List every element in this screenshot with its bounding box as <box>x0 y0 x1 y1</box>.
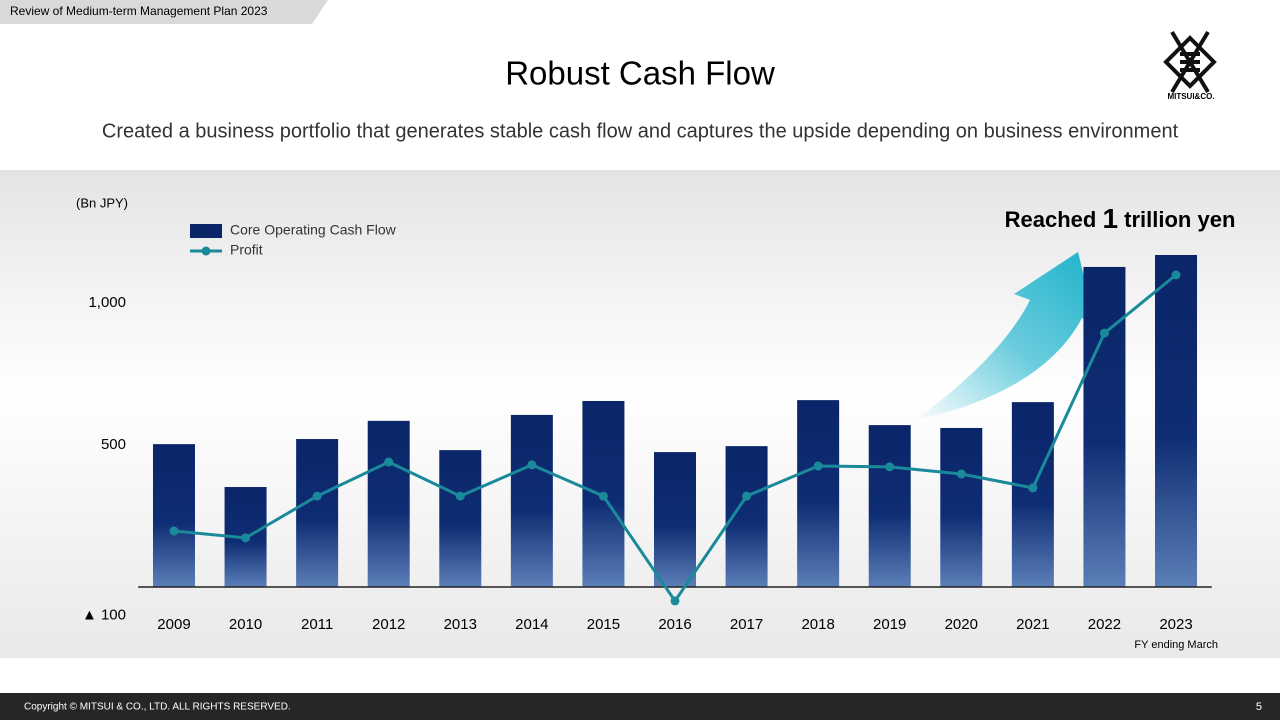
profit-point <box>241 533 251 543</box>
x-tick-label: 2021 <box>1016 616 1049 633</box>
unit-label: (Bn JPY) <box>76 195 128 210</box>
bar <box>654 452 696 587</box>
legend-label: Profit <box>230 242 263 258</box>
bar <box>1083 266 1126 587</box>
x-tick-label: 2010 <box>229 616 262 633</box>
profit-point <box>670 596 680 606</box>
footer-bar <box>0 693 1280 720</box>
x-tick-label: 2014 <box>515 616 548 633</box>
x-tick-label: 2019 <box>873 616 906 633</box>
copyright: Copyright © MITSUI & CO., LTD. ALL RIGHT… <box>24 702 291 713</box>
profit-point <box>1099 328 1109 338</box>
y-tick-label: 1,000 <box>88 294 126 311</box>
x-note: FY ending March <box>1134 639 1218 651</box>
legend-marker <box>201 246 211 256</box>
x-tick-label: 2018 <box>801 616 834 633</box>
x-tick-label: 2009 <box>157 616 190 633</box>
bar <box>296 439 339 587</box>
legend-label: Core Operating Cash Flow <box>230 222 397 238</box>
y-tick-label: ▲ 100 <box>82 606 126 623</box>
profit-point <box>742 491 752 501</box>
bar <box>1155 255 1198 587</box>
bar <box>152 444 195 587</box>
logo-text: MITSUI&CO. <box>1167 92 1214 101</box>
header-tab-text: Review of Medium-term Management Plan 20… <box>10 4 268 18</box>
annotation: Reached 1 trillion yen <box>1005 203 1236 234</box>
bar <box>940 427 983 587</box>
profit-point <box>527 460 537 470</box>
annotation-text: Reached <box>1005 207 1097 232</box>
annotation-number: 1 <box>1102 203 1118 234</box>
x-tick-label: 2017 <box>730 616 763 633</box>
x-tick-label: 2016 <box>658 616 691 633</box>
profit-point <box>885 462 895 472</box>
bar <box>1011 402 1054 587</box>
profit-point <box>598 491 608 501</box>
x-tick-label: 2023 <box>1159 616 1192 633</box>
subtitle: Created a business portfolio that genera… <box>102 120 1179 142</box>
x-tick-label: 2011 <box>301 616 333 633</box>
bar <box>439 450 482 587</box>
bar <box>797 400 840 587</box>
profit-point <box>312 491 322 501</box>
logo-mark <box>1163 30 1217 94</box>
page-number: 5 <box>1256 701 1262 713</box>
x-tick-label: 2022 <box>1088 616 1121 633</box>
profit-point <box>384 457 394 467</box>
x-tick-label: 2020 <box>945 616 978 633</box>
profit-point <box>169 526 179 536</box>
profit-point <box>1171 270 1181 280</box>
x-tick-label: 2015 <box>587 616 620 633</box>
profit-point <box>813 461 823 471</box>
y-tick-label: 500 <box>101 436 126 453</box>
bar <box>868 425 911 587</box>
plot: ▲ 100 500 1,000 2009 2010 2011 2012 2013 2014 201… <box>82 222 1212 633</box>
x-tick-label: 2012 <box>372 616 405 633</box>
profit-point <box>1028 483 1038 493</box>
x-tick-label: 2013 <box>444 616 477 633</box>
legend-swatch <box>190 224 222 238</box>
profit-point <box>455 491 465 501</box>
header-tab <box>0 0 328 24</box>
growth-arrow <box>915 252 1096 420</box>
bar <box>367 420 410 587</box>
profit-point <box>956 469 966 479</box>
bar <box>510 414 553 587</box>
title: Robust Cash Flow <box>505 55 775 92</box>
annotation-text: trillion yen <box>1124 207 1235 232</box>
